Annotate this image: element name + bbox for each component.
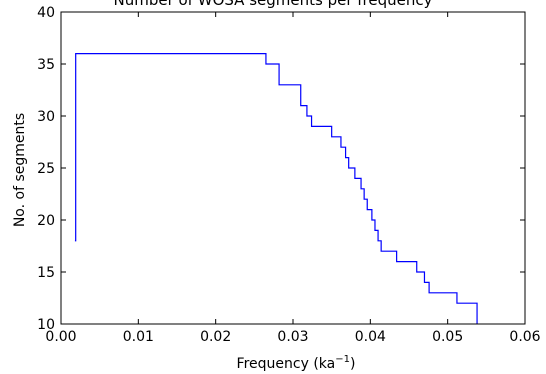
x-tick-label: 0.04 (355, 329, 386, 345)
y-tick-label: 25 (37, 161, 55, 177)
x-tick-label: 0.00 (45, 329, 76, 345)
series-line (74, 53, 478, 324)
x-tick-label: 0.03 (277, 329, 308, 345)
x-tick-label: 0.02 (200, 329, 231, 345)
y-tick-label: 30 (37, 109, 55, 125)
x-tick-label: 0.01 (123, 329, 154, 345)
y-tick-label: 10 (37, 317, 55, 333)
y-axis-label: No. of segments (12, 113, 28, 227)
y-tick-label: 15 (37, 265, 55, 281)
y-tick-label: 20 (37, 213, 55, 229)
chart-title: Number of WOSA segments per frequency (113, 0, 432, 9)
axis-ticks: 0.00 0.01 0.02 0.03 0.04 0.05 0.06 10 15 20 25 30 35… (37, 5, 541, 345)
y-tick-label: 35 (37, 57, 55, 73)
x-tick-label: 0.05 (432, 329, 463, 345)
x-tick-label: 0.06 (509, 329, 540, 345)
y-tick-label: 40 (37, 5, 55, 21)
x-axis-label: Frequency (ka−1) (237, 354, 356, 372)
data-lines (74, 53, 478, 324)
plot-frame (60, 11, 526, 325)
